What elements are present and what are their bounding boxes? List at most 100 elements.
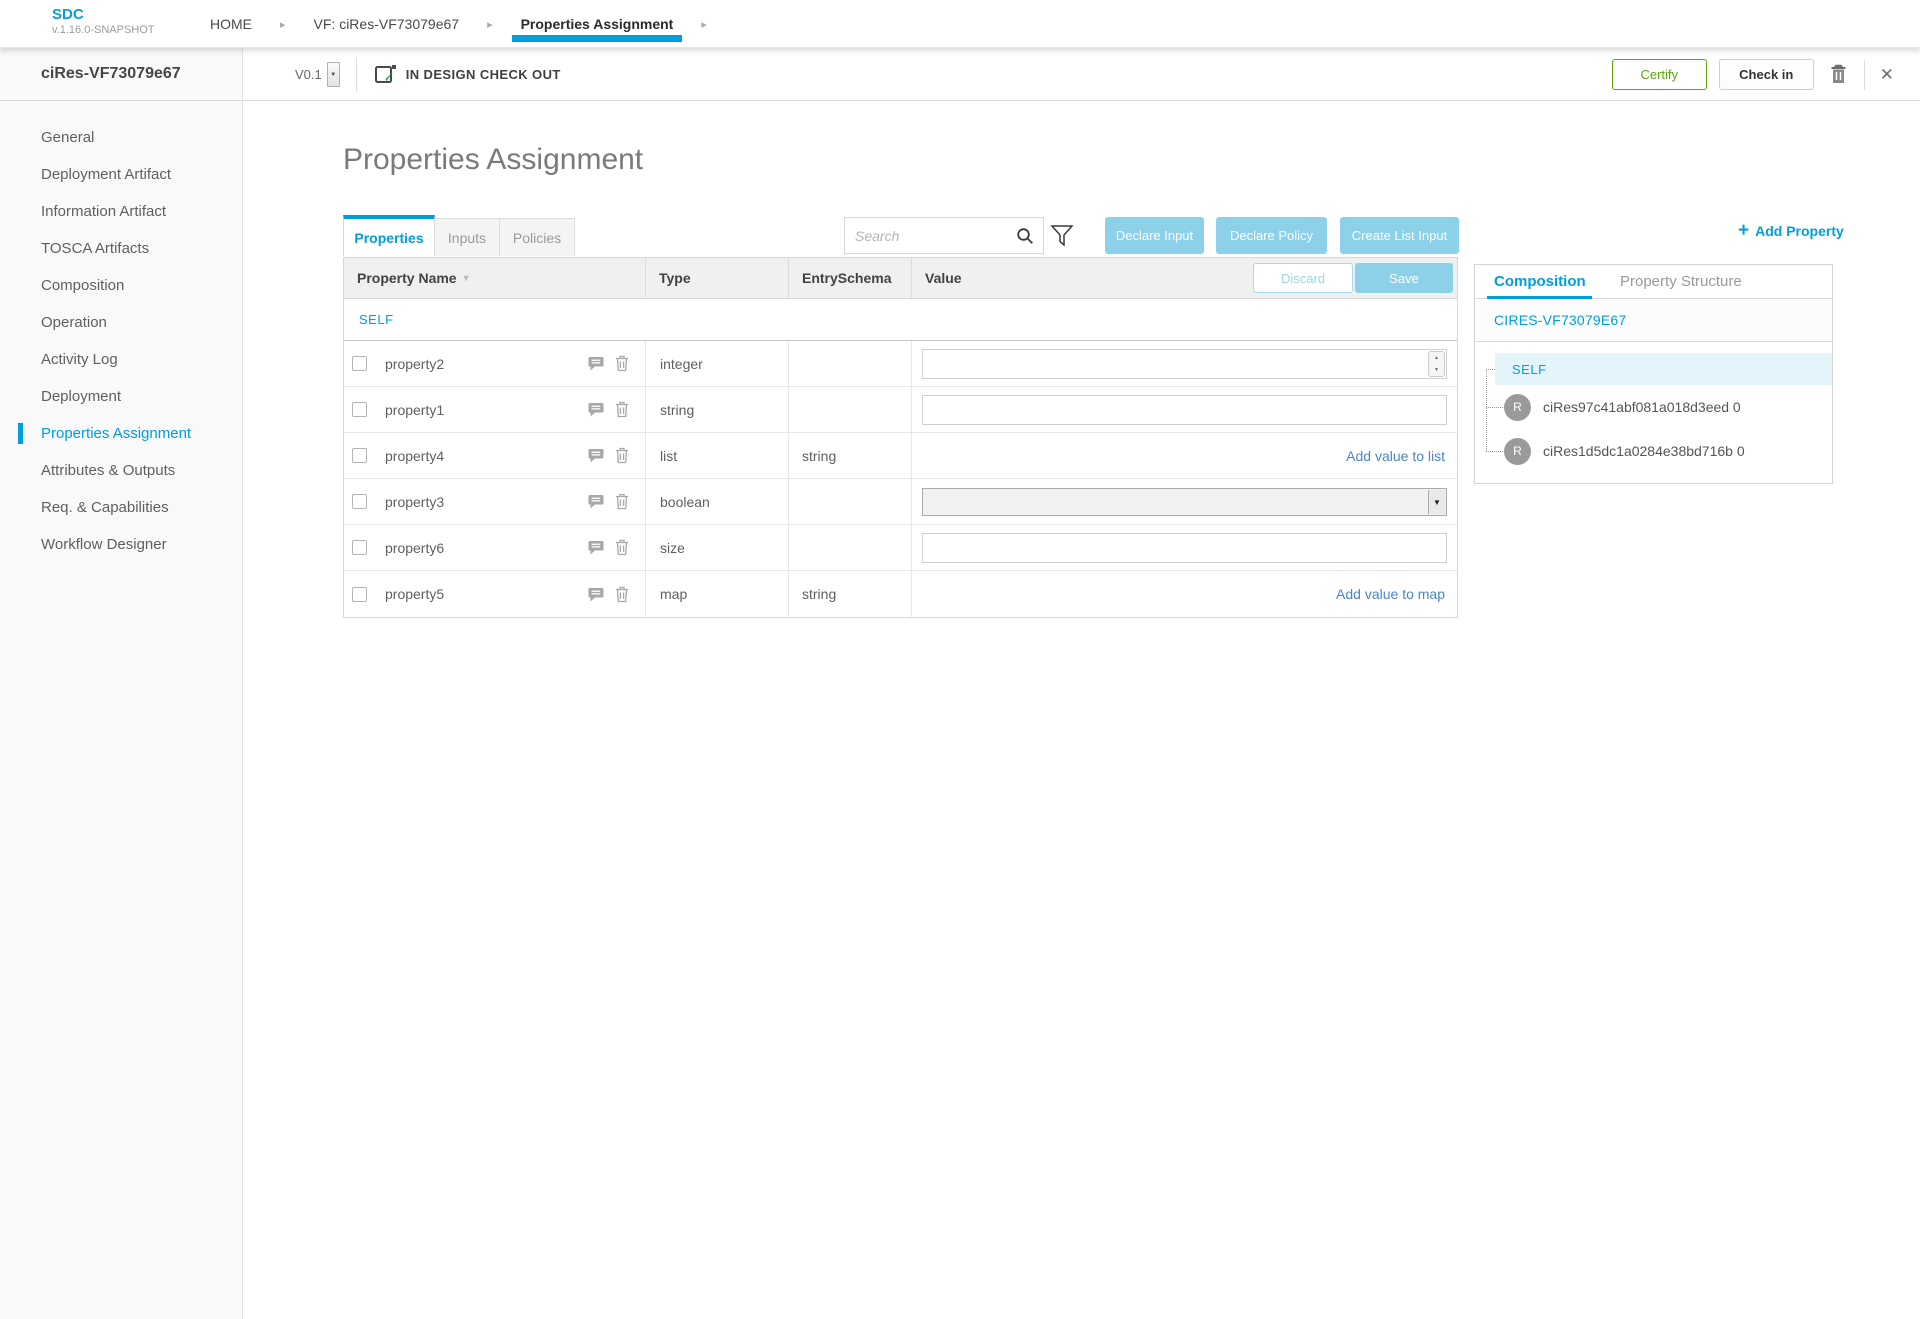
certify-button[interactable]: Certify — [1611, 59, 1707, 90]
comment-icon[interactable] — [588, 448, 604, 463]
save-button[interactable]: Save — [1355, 263, 1453, 293]
tree-node-self[interactable]: SELF — [1495, 353, 1832, 385]
search-icon[interactable] — [1016, 227, 1034, 250]
row-checkbox[interactable] — [352, 356, 367, 371]
delete-row-icon[interactable] — [615, 586, 629, 603]
property-name: property1 — [385, 401, 445, 418]
comment-icon[interactable] — [588, 494, 604, 509]
sidebar-item-general[interactable]: General — [41, 129, 95, 146]
tab-composition[interactable]: Composition — [1494, 273, 1586, 290]
tree-guide — [1486, 451, 1503, 452]
table-row: property1 string — [344, 387, 1457, 433]
tree-node[interactable]: R ciRes97c41abf081a018d3eed 0 — [1475, 385, 1832, 429]
add-property-label: Add Property — [1755, 222, 1844, 239]
sidebar-item-operation[interactable]: Operation — [41, 314, 107, 331]
sidebar-menu: General Deployment Artifact Information … — [0, 101, 242, 563]
top-nav: SDC v.1.16.0-SNAPSHOT HOME ▸ VF: ciRes-V… — [0, 0, 1920, 48]
tab-inputs[interactable]: Inputs — [435, 218, 500, 256]
value-input-text[interactable] — [922, 395, 1447, 425]
plus-icon: + — [1738, 220, 1750, 241]
add-value-to-map-link[interactable]: Add value to map — [1336, 586, 1445, 602]
add-property-button[interactable]: + Add Property — [1738, 221, 1844, 240]
create-list-input-button[interactable]: Create List Input — [1340, 217, 1459, 254]
declare-input-button[interactable]: Declare Input — [1105, 217, 1204, 254]
declare-policy-button[interactable]: Declare Policy — [1216, 217, 1327, 254]
delete-row-icon[interactable] — [615, 355, 629, 372]
tab-properties[interactable]: Properties — [343, 215, 435, 256]
row-checkbox[interactable] — [352, 494, 367, 509]
column-label: EntrySchema — [802, 270, 892, 286]
row-checkbox[interactable] — [352, 448, 367, 463]
delete-row-icon[interactable] — [615, 447, 629, 464]
comment-icon[interactable] — [588, 356, 604, 371]
property-name: property6 — [385, 539, 445, 556]
breadcrumb-vf[interactable]: VF: ciRes-VF73079e67 — [313, 16, 460, 32]
row-checkbox[interactable] — [352, 540, 367, 555]
property-type: map — [646, 571, 789, 617]
close-icon[interactable]: ✕ — [1879, 65, 1894, 84]
search-input[interactable] — [845, 218, 1005, 253]
delete-row-icon[interactable] — [615, 539, 629, 556]
sidebar-item-req-capabilities[interactable]: Req. & Capabilities — [41, 499, 169, 516]
group-row-self[interactable]: SELF — [344, 299, 1457, 341]
value-input-number[interactable] — [922, 349, 1447, 379]
comment-icon[interactable] — [588, 540, 604, 555]
sidebar-item-composition[interactable]: Composition — [41, 277, 125, 294]
spinner-up-icon[interactable]: ▲ — [1434, 355, 1439, 361]
property-schema — [789, 479, 912, 524]
lifecycle-status: IN DESIGN CHECK OUT — [405, 67, 561, 82]
composition-tree: SELF R ciRes97c41abf081a018d3eed 0 R ciR… — [1475, 342, 1832, 482]
discard-button[interactable]: Discard — [1253, 263, 1353, 293]
composition-panel: Composition Property Structure CIRES-VF7… — [1474, 264, 1833, 484]
sidebar-item-activity-log[interactable]: Activity Log — [41, 351, 118, 368]
property-name: property4 — [385, 447, 445, 464]
add-value-to-list-link[interactable]: Add value to list — [1346, 447, 1445, 464]
sdc-logo-text: SDC — [52, 6, 84, 23]
sidebar-item-information-artifact[interactable]: Information Artifact — [41, 203, 167, 220]
chevron-right-icon: ▸ — [487, 18, 493, 31]
property-name: property5 — [385, 586, 445, 602]
property-type: integer — [646, 341, 789, 386]
sidebar-item-properties-assignment[interactable]: Properties Assignment — [0, 415, 242, 452]
breadcrumb-home[interactable]: HOME — [210, 16, 252, 32]
sidebar-item-attributes-outputs[interactable]: Attributes & Outputs — [41, 462, 176, 479]
filter-icon[interactable] — [1050, 224, 1074, 252]
breadcrumb-current[interactable]: Properties Assignment — [511, 16, 683, 42]
chevron-right-icon: ▸ — [701, 18, 707, 31]
delete-row-icon[interactable] — [615, 401, 629, 418]
property-type: list — [646, 433, 789, 478]
value-input-text[interactable] — [922, 533, 1447, 563]
in-design-pencil-icon — [374, 63, 397, 86]
resource-avatar: R — [1504, 437, 1531, 465]
panel-tabs: Composition Property Structure — [1475, 265, 1832, 299]
chevron-right-icon: ▸ — [280, 18, 286, 31]
entity-name: ciRes-VF73079e67 — [0, 48, 242, 101]
tree-guide — [1486, 407, 1503, 408]
tree-node[interactable]: R ciRes1d5dc1a0284e38bd716b 0 — [1475, 429, 1832, 473]
number-spinner[interactable]: ▲ ▼ — [1428, 351, 1445, 377]
column-header-entryschema: EntrySchema — [789, 258, 912, 298]
panel-component-link[interactable]: CIRES-VF73079E67 — [1475, 299, 1832, 342]
version-dropdown[interactable]: ▼ — [326, 62, 340, 87]
sidebar-item-tosca-artifacts[interactable]: TOSCA Artifacts — [41, 240, 150, 257]
comment-icon[interactable] — [588, 587, 604, 602]
tab-property-structure[interactable]: Property Structure — [1620, 273, 1742, 290]
row-checkbox[interactable] — [352, 586, 367, 602]
property-schema: string — [789, 571, 912, 617]
search-box — [844, 217, 1044, 254]
delete-row-icon[interactable] — [615, 493, 629, 510]
value-select-boolean[interactable]: ▼ — [922, 488, 1447, 516]
caret-down-icon: ▼ — [330, 71, 337, 78]
sidebar-item-deployment[interactable]: Deployment — [41, 388, 122, 405]
column-header-property-name[interactable]: Property Name ▾ — [344, 258, 646, 298]
sidebar-item-deployment-artifact[interactable]: Deployment Artifact — [41, 166, 172, 183]
check-in-button[interactable]: Check in — [1718, 59, 1814, 90]
sidebar-item-workflow-designer[interactable]: Workflow Designer — [41, 536, 167, 553]
tab-policies[interactable]: Policies — [500, 218, 575, 256]
comment-icon[interactable] — [588, 402, 604, 417]
page-title: Properties Assignment — [343, 143, 644, 176]
column-label: Type — [659, 270, 691, 286]
spinner-down-icon[interactable]: ▼ — [1434, 367, 1439, 373]
delete-icon[interactable] — [1829, 64, 1848, 85]
row-checkbox[interactable] — [352, 402, 367, 417]
